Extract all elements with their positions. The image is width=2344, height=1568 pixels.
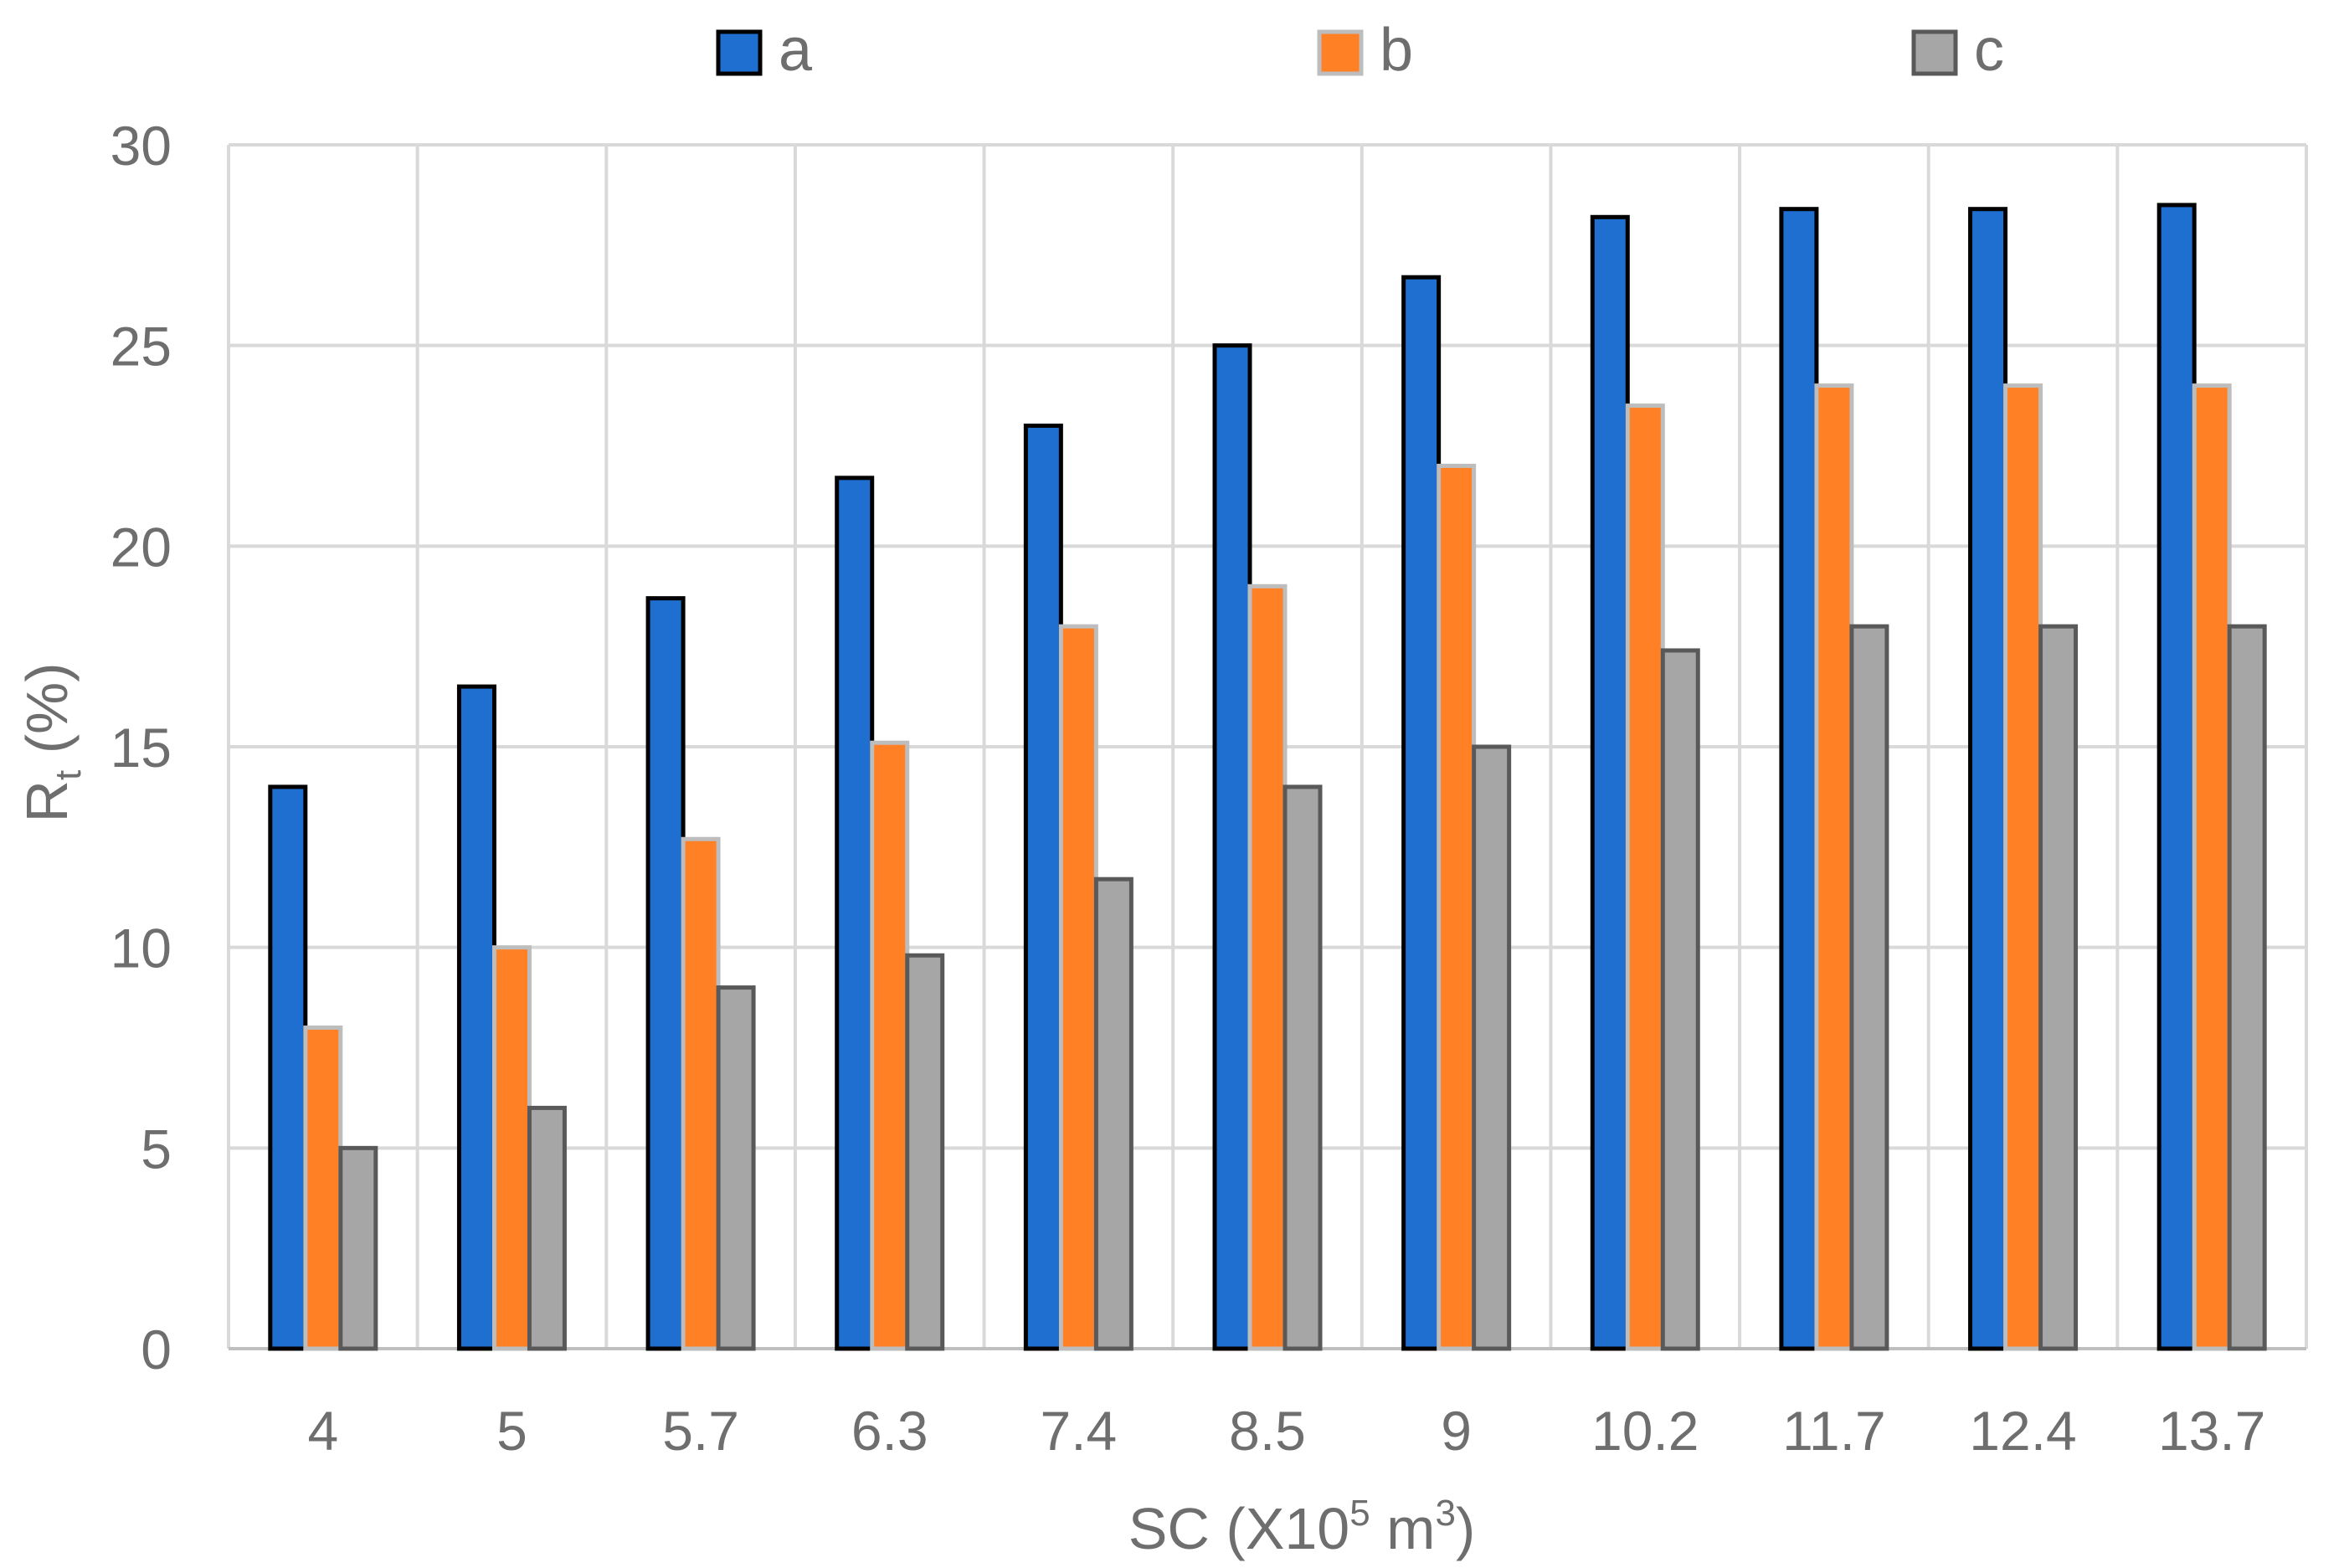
y-tick-label: 20 (111, 516, 172, 578)
bar-c-4 (338, 1145, 378, 1351)
legend-label-a: a (779, 17, 813, 84)
bar-c-5 (527, 1105, 567, 1351)
bar-a-6.3 (835, 476, 875, 1351)
x-tick-label: 12.4 (1969, 1400, 2076, 1462)
y-axis-title: Rt (%) (14, 662, 89, 822)
x-axis-ticks: 4 5 5.7 6.3 7.4 8.5 9 10.2 11.7 12.4 13.7 (307, 1400, 2265, 1462)
y-axis-title-end: (%) (14, 662, 80, 769)
x-axis-title-sup2: 3 (1436, 1493, 1456, 1534)
bar-b-9 (1437, 463, 1477, 1351)
x-axis-title: SC (X105 m3) (1128, 1493, 1476, 1561)
x-tick-label: 10.2 (1591, 1400, 1699, 1462)
legend: a b c (716, 17, 2004, 84)
bar-a-10.2 (1590, 214, 1630, 1351)
bar-a-8.5 (1212, 343, 1252, 1351)
legend-swatch-a (716, 29, 763, 76)
bar-c-9 (1472, 744, 1512, 1351)
bars (268, 203, 2267, 1351)
y-tick-label: 30 (111, 115, 172, 177)
x-tick-label: 9 (1441, 1400, 1472, 1462)
bar-a-13.7 (2156, 203, 2197, 1351)
y-tick-label: 15 (111, 717, 172, 779)
bar-b-8.5 (1247, 584, 1288, 1351)
x-tick-label: 7.4 (1040, 1400, 1117, 1462)
bar-a-9 (1401, 275, 1442, 1351)
bar-b-10.2 (1625, 404, 1665, 1351)
x-tick-label: 5.7 (662, 1400, 739, 1462)
bar-c-7.4 (1093, 877, 1133, 1351)
y-tick-label: 10 (111, 918, 172, 979)
bar-b-12.4 (2003, 383, 2043, 1351)
bar-c-6.3 (905, 953, 945, 1351)
bar-a-12.4 (1968, 207, 2008, 1351)
x-axis-title-sup: 5 (1349, 1493, 1370, 1534)
y-axis-ticks: 0 5 10 15 20 25 30 (111, 115, 172, 1380)
bar-b-5 (491, 945, 532, 1351)
bar-c-8.5 (1283, 784, 1323, 1351)
bar-b-6.3 (870, 740, 910, 1351)
bar-c-13.7 (2227, 624, 2267, 1351)
bar-c-11.7 (1849, 624, 1889, 1351)
bar-b-13.7 (2192, 383, 2232, 1351)
x-tick-label: 5 (496, 1400, 527, 1462)
x-tick-label: 13.7 (2158, 1400, 2265, 1462)
y-tick-label: 0 (141, 1319, 172, 1380)
bar-b-7.4 (1058, 624, 1098, 1351)
x-axis-title-mid: m (1370, 1496, 1436, 1561)
grid-lines (227, 143, 2308, 1350)
x-tick-label: 8.5 (1229, 1400, 1306, 1462)
bar-a-11.7 (1779, 207, 1819, 1351)
x-tick-label: 6.3 (851, 1400, 928, 1462)
bar-c-10.2 (1660, 648, 1700, 1351)
legend-label-b: b (1380, 17, 1413, 84)
bar-a-5 (456, 684, 496, 1351)
y-axis-title-sub: t (48, 770, 89, 780)
bar-c-12.4 (2038, 624, 2079, 1351)
legend-label-c: c (1974, 17, 2004, 84)
bar-b-5.7 (681, 836, 721, 1351)
y-axis-title-main: R (14, 780, 80, 823)
x-axis-title-end: ) (1456, 1496, 1475, 1561)
bar-a-5.7 (645, 596, 686, 1351)
x-axis-title-main: SC (X10 (1128, 1496, 1350, 1561)
x-tick-label: 11.7 (1782, 1400, 1886, 1462)
bar-b-11.7 (1814, 383, 1854, 1351)
bar-b-4 (303, 1026, 343, 1351)
bar-a-4 (268, 784, 308, 1351)
bar-c-5.7 (716, 985, 756, 1351)
x-tick-label: 4 (307, 1400, 338, 1462)
legend-swatch-b (1317, 29, 1364, 76)
legend-swatch-c (1911, 29, 1958, 76)
y-tick-label: 25 (111, 316, 172, 378)
bar-a-7.4 (1023, 424, 1063, 1351)
y-tick-label: 5 (141, 1118, 172, 1180)
